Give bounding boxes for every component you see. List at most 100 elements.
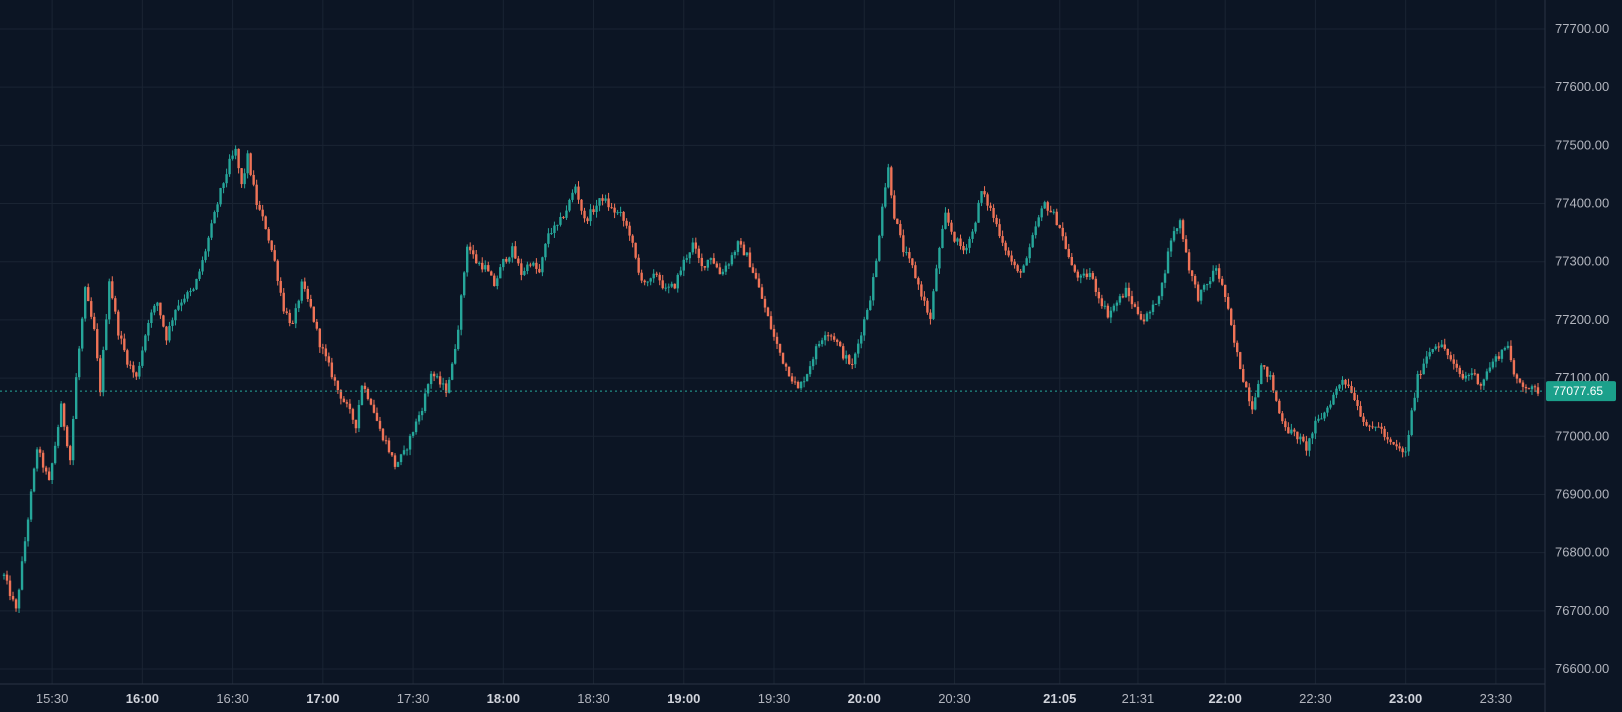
candle-body <box>363 385 367 389</box>
candle-body <box>887 167 890 188</box>
candle-body <box>174 309 177 321</box>
candle-body <box>1311 433 1314 439</box>
candle-body <box>204 251 207 261</box>
candle-down <box>315 318 319 331</box>
candle-down <box>93 312 96 331</box>
candle-up <box>402 445 406 456</box>
candle-down <box>643 279 646 286</box>
candle-body <box>932 291 935 319</box>
candle-down <box>715 261 719 269</box>
candle-down <box>763 295 767 313</box>
price-axis[interactable]: 76600.00 76700.00 76800.00 76900.00 77000.00… <box>1555 21 1609 676</box>
candle-body <box>1407 434 1410 452</box>
candle-body <box>216 204 219 213</box>
candle-down <box>372 399 376 414</box>
candle-down <box>330 357 334 380</box>
candle-down <box>1446 348 1449 360</box>
candle-down <box>1085 269 1089 280</box>
candle-down <box>995 214 998 227</box>
candle-body <box>550 232 553 234</box>
candle-body <box>41 452 45 468</box>
candle-body <box>529 264 532 266</box>
candle-down <box>712 253 716 265</box>
chart-grid <box>0 0 1546 712</box>
candle-body <box>884 187 887 207</box>
candle-body <box>8 580 12 597</box>
candle-body <box>1473 373 1477 375</box>
candle-body <box>571 192 574 200</box>
candle-down <box>1097 287 1101 304</box>
candle-up <box>664 283 667 292</box>
candle-body <box>688 252 691 259</box>
candle-down <box>378 416 382 432</box>
candle-up <box>1254 392 1257 411</box>
candle-up <box>1506 341 1510 350</box>
candle-body <box>1223 284 1227 297</box>
candle-up <box>1464 371 1468 382</box>
candle-up <box>192 287 195 292</box>
candle-body <box>1458 367 1461 374</box>
candle-down <box>493 273 496 287</box>
candle-down <box>384 435 388 445</box>
candle-up <box>646 281 649 287</box>
candle-up <box>733 250 737 259</box>
candle-body <box>890 167 893 196</box>
candle-down <box>165 325 168 345</box>
candle-body <box>1070 257 1073 266</box>
candle-body <box>1166 251 1170 274</box>
candle-up <box>727 262 731 270</box>
candle-down <box>1512 358 1516 377</box>
candle-down <box>835 338 839 346</box>
candle-body <box>372 404 376 413</box>
candle-body <box>652 273 655 279</box>
candle-body <box>144 335 147 351</box>
price-tick-label: 77400.00 <box>1555 196 1609 211</box>
candle-body <box>1076 271 1079 278</box>
candle-down <box>748 247 752 268</box>
candle-up <box>399 453 403 466</box>
candle-body <box>1022 265 1025 273</box>
candle-up <box>706 259 710 271</box>
time-axis[interactable]: 15:30 16:00 16:30 17:00 17:30 18:00 18:30 19:00… <box>36 691 1512 706</box>
time-tick-label: 17:30 <box>397 691 430 706</box>
candle-up <box>50 462 54 485</box>
candle-body <box>360 385 364 405</box>
candle-up <box>1118 293 1122 306</box>
candle-body <box>478 262 481 264</box>
candle-up <box>1088 267 1092 280</box>
candle-up <box>667 283 670 294</box>
candle-body <box>288 312 291 324</box>
candle-body <box>366 388 370 399</box>
candle-up <box>1103 300 1107 310</box>
candle-body <box>799 381 803 389</box>
candle-body <box>944 212 947 229</box>
candle-body <box>1103 305 1107 307</box>
candle-body <box>1230 308 1233 325</box>
candle-up <box>1482 378 1486 390</box>
candle-body <box>1380 426 1383 429</box>
candle-up <box>105 313 108 351</box>
candle-body <box>902 235 905 253</box>
time-tick-label: 18:00 <box>487 691 520 706</box>
candle-down <box>1527 387 1531 390</box>
candle-body <box>1530 386 1534 390</box>
candle-up <box>1145 311 1149 322</box>
candle-down <box>829 333 833 341</box>
candle-body <box>962 246 965 251</box>
candle-body <box>1335 388 1338 395</box>
candle-body <box>285 311 288 313</box>
candle-body <box>1136 306 1140 314</box>
candle-body <box>697 248 701 258</box>
candle-body <box>1109 310 1113 318</box>
candle-down <box>1419 370 1422 379</box>
candle-up <box>971 229 974 243</box>
candle-down <box>481 257 484 273</box>
candle-body <box>544 243 547 258</box>
candle-up <box>138 361 141 380</box>
candle-down <box>739 238 743 248</box>
candle-down <box>610 202 613 209</box>
candle-up <box>565 205 568 220</box>
candle-body <box>601 198 604 201</box>
